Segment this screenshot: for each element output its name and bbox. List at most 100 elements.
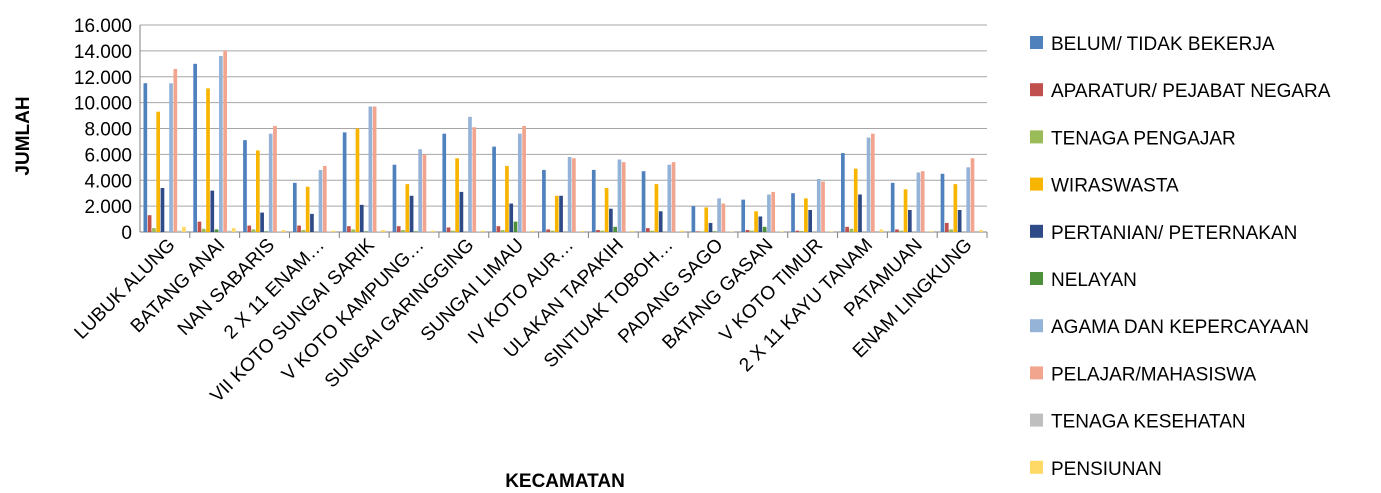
bar <box>971 158 975 232</box>
bar <box>460 192 464 232</box>
bar <box>202 229 206 232</box>
bar <box>592 170 596 232</box>
bar <box>568 157 572 232</box>
bar <box>531 231 535 232</box>
bar <box>405 184 409 232</box>
bar <box>808 210 812 232</box>
legend-swatch <box>1030 461 1043 474</box>
bar <box>780 231 784 232</box>
bar <box>741 200 745 232</box>
bar <box>572 158 576 232</box>
y-tick-label: 12.000 <box>74 68 132 89</box>
bar <box>754 211 758 232</box>
bars <box>143 51 982 232</box>
bar <box>273 126 277 232</box>
bar <box>418 149 422 232</box>
y-tick-label: 8.000 <box>84 120 132 141</box>
bar <box>256 150 260 232</box>
y-tick-label: 10.000 <box>74 94 132 115</box>
bar <box>875 231 879 232</box>
bar <box>672 162 676 232</box>
bar <box>206 88 210 232</box>
bar <box>696 231 700 232</box>
bar <box>332 231 336 232</box>
bar <box>650 231 654 232</box>
bar <box>468 117 472 232</box>
bar <box>509 204 513 232</box>
bar <box>908 210 912 232</box>
bar <box>642 171 646 232</box>
legend-label: PENSIUNAN <box>1051 459 1162 480</box>
bar <box>297 226 301 232</box>
bar <box>178 231 182 232</box>
legend-label: WIRASWASTA <box>1051 176 1179 197</box>
bar <box>804 198 808 232</box>
bar <box>713 231 717 232</box>
bar <box>368 107 372 232</box>
bar <box>377 231 381 232</box>
bar <box>156 112 160 232</box>
bar <box>472 127 476 232</box>
x-axis-title: KECAMATAN <box>505 471 625 488</box>
y-tick-labels: 02.0004.0006.0008.00010.00012.00014.0001… <box>74 16 132 244</box>
bar <box>750 231 754 232</box>
bar <box>830 231 834 232</box>
bar <box>979 230 983 232</box>
bar <box>347 226 351 232</box>
bar <box>613 227 617 232</box>
bar <box>414 231 418 232</box>
bar <box>622 162 626 232</box>
legend-label: AGAMA DAN KEPERCAYAAN <box>1051 317 1309 338</box>
bar <box>949 229 953 232</box>
bar <box>410 196 414 232</box>
bar <box>858 194 862 232</box>
bar <box>527 231 531 232</box>
legend-swatch <box>1030 366 1043 379</box>
bar <box>269 134 273 232</box>
bar <box>451 231 455 232</box>
bar <box>215 229 219 232</box>
bar <box>966 167 970 232</box>
bar <box>481 231 485 232</box>
bar <box>193 64 197 232</box>
bar <box>282 230 286 232</box>
bar <box>680 231 684 232</box>
bar <box>958 210 962 232</box>
bar <box>867 138 871 232</box>
bar <box>546 229 550 232</box>
legend-swatch <box>1030 272 1043 285</box>
bar <box>945 223 949 232</box>
bar <box>522 126 526 232</box>
bar <box>232 228 236 232</box>
bar <box>630 231 634 232</box>
bar <box>455 158 459 232</box>
bar <box>899 231 903 232</box>
bar <box>247 226 251 232</box>
bar <box>841 153 845 232</box>
legend-label: TENAGA KESEHATAN <box>1051 412 1246 433</box>
bar <box>941 174 945 232</box>
bar <box>252 229 256 232</box>
y-tick-label: 16.000 <box>74 16 132 37</box>
bar <box>954 184 958 232</box>
bar <box>791 193 795 232</box>
bar <box>542 170 546 232</box>
bar <box>514 222 518 232</box>
bar <box>182 227 186 232</box>
bar <box>327 231 331 232</box>
bar <box>746 230 750 232</box>
bar <box>700 231 704 232</box>
bar <box>293 183 297 232</box>
bar <box>767 194 771 232</box>
bar <box>559 196 563 232</box>
bar <box>381 230 385 232</box>
legend-swatch <box>1030 414 1043 427</box>
bar <box>219 56 223 232</box>
y-tick-label: 14.000 <box>74 42 132 63</box>
legend-label: PELAJAR/MAHASISWA <box>1051 364 1257 385</box>
bar <box>228 231 232 232</box>
bar <box>243 140 247 232</box>
